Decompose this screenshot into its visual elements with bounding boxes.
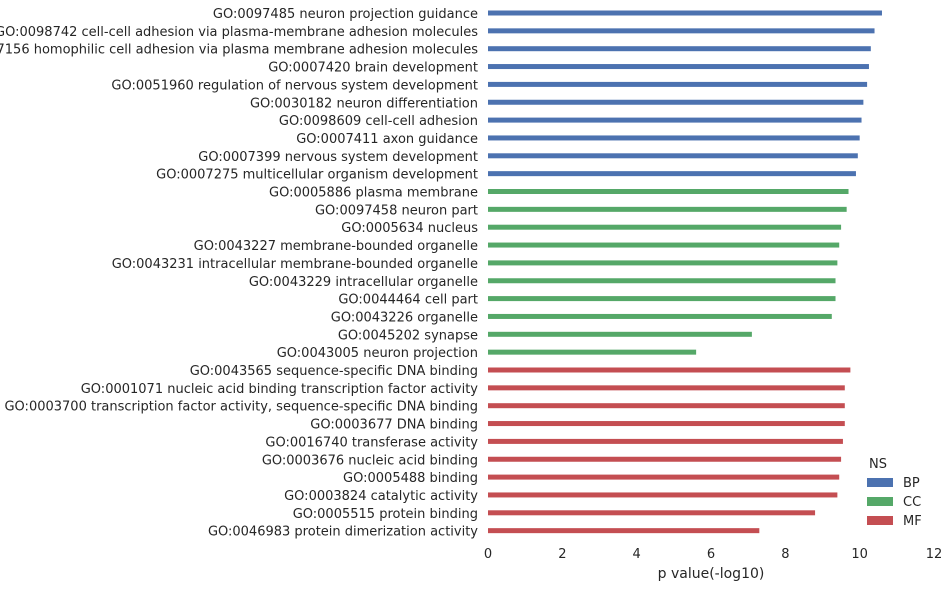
bar-mf-20 bbox=[488, 367, 851, 373]
category-label: GO:0005634 nucleus bbox=[341, 221, 478, 236]
category-label: GO:0007420 brain development bbox=[268, 61, 478, 76]
bar-bp-9 bbox=[488, 171, 856, 177]
bar-mf-26 bbox=[488, 474, 840, 480]
category-label: GO:0045202 synapse bbox=[338, 328, 478, 343]
bar-bp-6 bbox=[488, 117, 862, 123]
category-label: GO:0098742 cell-cell adhesion via plasma… bbox=[0, 25, 478, 40]
category-label: GO:0030182 neuron differentiation bbox=[250, 96, 478, 111]
category-label: GO:0007399 nervous system development bbox=[198, 150, 478, 165]
bar-cc-14 bbox=[488, 260, 838, 266]
category-label: GO:0003700 transcription factor activity… bbox=[4, 400, 478, 415]
x-tick-label: 6 bbox=[707, 547, 715, 562]
category-label: GO:0043231 intracellular membrane-bounde… bbox=[112, 257, 478, 272]
bar-cc-13 bbox=[488, 242, 840, 248]
legend-label-bp: BP bbox=[903, 476, 920, 491]
category-label: GO:0007275 multicellular organism develo… bbox=[156, 168, 478, 183]
legend-swatch-cc bbox=[867, 497, 893, 506]
bar-bp-8 bbox=[488, 153, 858, 159]
bar-mf-28 bbox=[488, 510, 816, 516]
category-label: GO:0005488 binding bbox=[343, 471, 478, 486]
category-label: GO:0003824 catalytic activity bbox=[284, 489, 478, 504]
legend-label-cc: CC bbox=[903, 495, 921, 510]
bar-cc-19 bbox=[488, 349, 697, 355]
bars-layer bbox=[488, 10, 882, 534]
bar-bp-2 bbox=[488, 46, 871, 52]
bar-cc-11 bbox=[488, 206, 847, 212]
category-label: GO:0005515 protein binding bbox=[293, 507, 478, 522]
x-tick-label: 4 bbox=[633, 547, 641, 562]
bar-bp-7 bbox=[488, 135, 860, 141]
bar-bp-5 bbox=[488, 99, 864, 105]
category-label: GO:0043226 organelle bbox=[331, 310, 478, 325]
bar-bp-1 bbox=[488, 28, 875, 34]
legend-swatch-mf bbox=[867, 516, 893, 525]
bar-cc-17 bbox=[488, 313, 832, 319]
legend-label-mf: MF bbox=[903, 514, 922, 529]
bar-cc-10 bbox=[488, 189, 849, 194]
bar-mf-24 bbox=[488, 438, 843, 444]
bar-cc-12 bbox=[488, 224, 842, 230]
category-label: GO:0003676 nucleic acid binding bbox=[262, 453, 478, 468]
bar-cc-16 bbox=[488, 296, 836, 302]
category-label: GO:0043229 intracellular organelle bbox=[249, 275, 478, 290]
bar-mf-29 bbox=[488, 528, 760, 534]
category-label: GO:0001071 nucleic acid binding transcri… bbox=[81, 382, 479, 397]
legend: NS BP CC MF bbox=[867, 457, 922, 529]
category-label: GO:0098609 cell-cell adhesion bbox=[279, 114, 478, 129]
bar-mf-25 bbox=[488, 456, 842, 462]
x-tick-label: 0 bbox=[484, 547, 492, 562]
x-tick-label: 12 bbox=[926, 547, 943, 562]
bar-bp-4 bbox=[488, 81, 868, 87]
bar-cc-18 bbox=[488, 331, 752, 337]
category-label: GO:0046983 protein dimerization activity bbox=[208, 525, 478, 540]
y-tick-labels: GO:0097485 neuron projection guidance GO:… bbox=[0, 7, 478, 540]
category-label: GO:0043005 neuron projection bbox=[277, 346, 478, 361]
category-label: GO:0097485 neuron projection guidance bbox=[213, 7, 478, 22]
bar-cc-15 bbox=[488, 278, 836, 284]
bar-mf-23 bbox=[488, 421, 845, 427]
x-axis-label: p value(-log10) bbox=[658, 566, 765, 582]
legend-swatch-bp bbox=[867, 478, 893, 487]
x-tick-label: 2 bbox=[558, 547, 566, 562]
category-label: GO:0003677 DNA binding bbox=[310, 418, 478, 433]
bar-mf-22 bbox=[488, 403, 845, 409]
category-label: GO:0051960 regulation of nervous system … bbox=[111, 78, 478, 93]
x-tick-labels: 0 2 4 6 8 10 12 bbox=[484, 547, 942, 562]
category-label: GO:0043565 sequence-specific DNA binding bbox=[190, 364, 478, 379]
category-label: GO:0007156 homophilic cell adhesion via … bbox=[0, 43, 478, 58]
x-tick-label: 8 bbox=[781, 547, 789, 562]
x-tick-label: 10 bbox=[851, 547, 868, 562]
category-label: GO:0005886 plasma membrane bbox=[269, 186, 478, 201]
legend-title: NS bbox=[869, 457, 887, 472]
category-label: GO:0007411 axon guidance bbox=[296, 132, 478, 147]
bar-mf-27 bbox=[488, 492, 838, 498]
category-label: GO:0044464 cell part bbox=[338, 293, 478, 308]
bar-bp-0 bbox=[488, 10, 882, 16]
bar-bp-3 bbox=[488, 64, 869, 70]
bar-mf-21 bbox=[488, 385, 845, 391]
category-label: GO:0043227 membrane-bounded organelle bbox=[194, 239, 478, 254]
category-label: GO:0016740 transferase activity bbox=[265, 435, 478, 450]
category-label: GO:0097458 neuron part bbox=[315, 203, 478, 218]
